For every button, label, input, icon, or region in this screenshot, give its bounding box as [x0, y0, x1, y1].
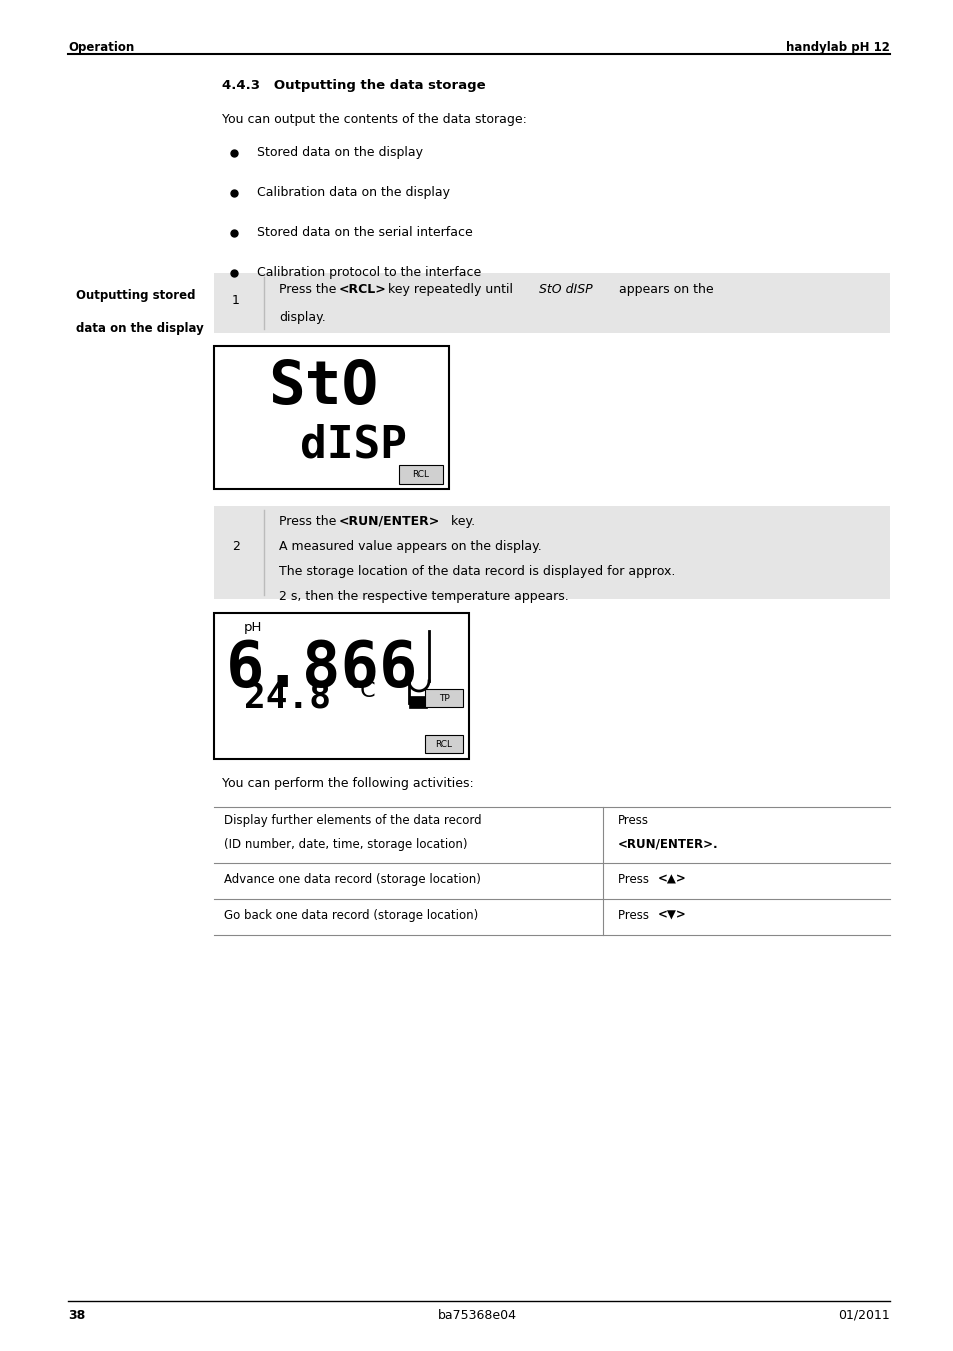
Text: <RUN/ENTER>.: <RUN/ENTER>.: [617, 838, 718, 851]
Text: Go back one data record (storage location): Go back one data record (storage locatio…: [224, 909, 477, 921]
Text: <RCL>: <RCL>: [338, 282, 386, 296]
Text: key.: key.: [447, 515, 475, 528]
Text: data on the display: data on the display: [76, 322, 204, 335]
Text: You can perform the following activities:: You can perform the following activities…: [222, 777, 474, 790]
Text: Outputting stored: Outputting stored: [76, 289, 195, 303]
Text: 38: 38: [68, 1309, 85, 1323]
Text: Calibration data on the display: Calibration data on the display: [256, 186, 450, 199]
Text: StO: StO: [268, 358, 378, 417]
Text: 1: 1: [232, 295, 240, 308]
Bar: [213, 273, 889, 332]
Text: 6.866: 6.866: [226, 638, 418, 700]
Text: 2: 2: [232, 540, 240, 553]
Text: The storage location of the data record is displayed for approx.: The storage location of the data record …: [278, 565, 675, 578]
Text: Press: Press: [617, 815, 648, 827]
Bar: [213, 613, 469, 759]
Text: 4.4.3   Outputting the data storage: 4.4.3 Outputting the data storage: [222, 78, 485, 92]
Text: pH: pH: [244, 621, 262, 634]
FancyBboxPatch shape: [398, 465, 442, 484]
Text: display.: display.: [278, 311, 325, 324]
Text: Press the: Press the: [278, 515, 340, 528]
Bar: [213, 346, 449, 489]
Text: ba75368e04: ba75368e04: [437, 1309, 516, 1323]
Text: 01/2011: 01/2011: [838, 1309, 889, 1323]
Text: 24.8: 24.8: [244, 681, 331, 715]
FancyBboxPatch shape: [424, 735, 462, 753]
Text: You can output the contents of the data storage:: You can output the contents of the data …: [222, 113, 526, 126]
Text: Press: Press: [617, 873, 652, 886]
Text: TP: TP: [438, 693, 449, 703]
Text: A measured value appears on the display.: A measured value appears on the display.: [278, 540, 541, 553]
Text: handylab pH 12: handylab pH 12: [785, 41, 889, 54]
Text: <▲>: <▲>: [657, 873, 686, 886]
Text: <▼>: <▼>: [657, 909, 686, 921]
Text: key repeatedly until: key repeatedly until: [384, 282, 517, 296]
Bar: [213, 507, 889, 598]
Text: Display further elements of the data record: Display further elements of the data rec…: [224, 815, 481, 827]
Text: RCL: RCL: [435, 739, 452, 748]
Text: dISP: dISP: [299, 424, 407, 467]
Bar: [409, 696, 427, 708]
Text: <RUN/ENTER>: <RUN/ENTER>: [338, 515, 439, 528]
FancyBboxPatch shape: [424, 689, 462, 707]
Text: Stored data on the serial interface: Stored data on the serial interface: [256, 226, 473, 239]
Text: Press the: Press the: [278, 282, 340, 296]
Text: appears on the: appears on the: [615, 282, 713, 296]
Text: Stored data on the display: Stored data on the display: [256, 146, 422, 159]
Text: StO dISP: StO dISP: [538, 282, 592, 296]
Text: 2 s, then the respective temperature appears.: 2 s, then the respective temperature app…: [278, 590, 568, 603]
Text: RCL: RCL: [412, 470, 429, 480]
Text: Calibration protocol to the interface: Calibration protocol to the interface: [256, 266, 480, 280]
Text: Operation: Operation: [68, 41, 134, 54]
Text: (ID number, date, time, storage location): (ID number, date, time, storage location…: [224, 838, 467, 851]
Text: Press: Press: [617, 909, 652, 921]
Text: °C: °C: [350, 681, 376, 701]
Text: Advance one data record (storage location): Advance one data record (storage locatio…: [224, 873, 480, 886]
